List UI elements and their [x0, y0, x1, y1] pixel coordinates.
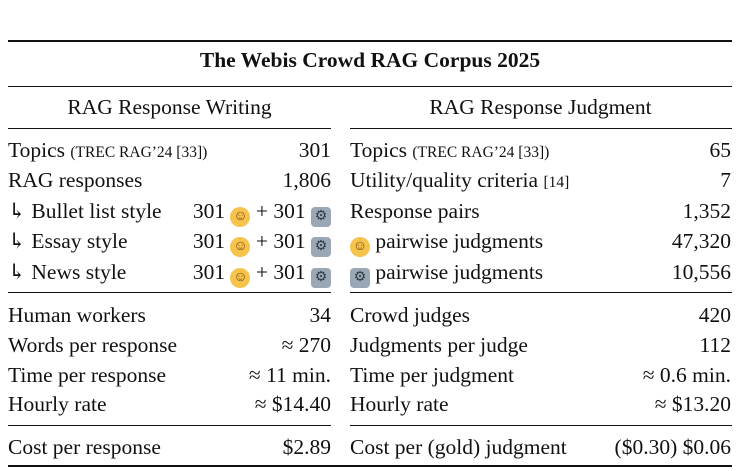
- left-row-essay-style: ↳ Essay style 301 ☺ + 301 ⚙: [8, 228, 331, 257]
- left-row-topics: Topics (TREC RAG’24 [33]) 301: [8, 138, 331, 162]
- right-row-pairs: Response pairs 1,352: [350, 199, 731, 223]
- human-emoji-icon: ☺: [230, 237, 251, 257]
- cropped-previous-line: [0, 0, 740, 10]
- left-row-time: Time per response ≈ 11 min.: [8, 363, 331, 387]
- right-row-cost: Cost per (gold) judgment ($0.30) $0.06: [350, 435, 731, 459]
- topics-value: 301: [298, 138, 331, 162]
- left-column-header: RAG Response Writing: [67, 95, 272, 119]
- bottom-rule: [8, 465, 732, 467]
- left-row-bullet-style: ↳ Bullet list style 301 ☺ + 301 ⚙: [8, 198, 331, 227]
- right-column-header: RAG Response Judgment: [429, 95, 652, 119]
- title-rule: [8, 86, 732, 87]
- human-emoji-icon: ☺: [350, 237, 370, 257]
- left-row-responses: RAG responses 1,806: [8, 168, 331, 192]
- left-header-rule: [8, 128, 331, 129]
- robot-emoji-icon: ⚙: [311, 268, 331, 288]
- robot-emoji-icon: ⚙: [311, 207, 331, 227]
- right-row-topics: Topics (TREC RAG’24 [33]) 65: [350, 138, 731, 162]
- left-row-words: Words per response ≈ 270: [8, 333, 331, 357]
- right-row-judges: Crowd judges 420: [350, 303, 731, 327]
- human-emoji-icon: ☺: [230, 268, 251, 288]
- right-header-rule: [350, 128, 732, 129]
- right-row-rate: Hourly rate ≈ $13.20: [350, 392, 731, 416]
- right-row-criteria: Utility/quality criteria [14] 7: [350, 168, 731, 192]
- robot-emoji-icon: ⚙: [311, 237, 331, 257]
- left-row-cost: Cost per response $2.89: [8, 435, 331, 459]
- top-rule: [8, 40, 732, 42]
- human-emoji-icon: ☺: [230, 207, 251, 227]
- left-row-workers: Human workers 34: [8, 303, 331, 327]
- left-mid-rule: [8, 292, 331, 293]
- right-row-per-judge: Judgments per judge 112: [350, 333, 731, 357]
- right-mid-rule: [350, 292, 732, 293]
- robot-emoji-icon: ⚙: [350, 268, 370, 288]
- left-row-news-style: ↳ News style 301 ☺ + 301 ⚙: [8, 259, 331, 288]
- left-cost-rule: [8, 425, 331, 426]
- topics-reference: (TREC RAG’24 [33]): [70, 144, 208, 161]
- right-cost-rule: [350, 425, 732, 426]
- right-row-time: Time per judgment ≈ 0.6 min.: [350, 363, 731, 387]
- table-title: The Webis Crowd RAG Corpus 2025: [199, 48, 541, 72]
- left-row-rate: Hourly rate ≈ $14.40: [8, 392, 331, 416]
- right-row-robot-judgments: ⚙ pairwise judgments 10,556: [350, 259, 731, 288]
- topics-reference: (TREC RAG’24 [33]): [412, 144, 550, 161]
- right-row-human-judgments: ☺ pairwise judgments 47,320: [350, 228, 731, 257]
- criteria-reference: [14]: [543, 174, 570, 191]
